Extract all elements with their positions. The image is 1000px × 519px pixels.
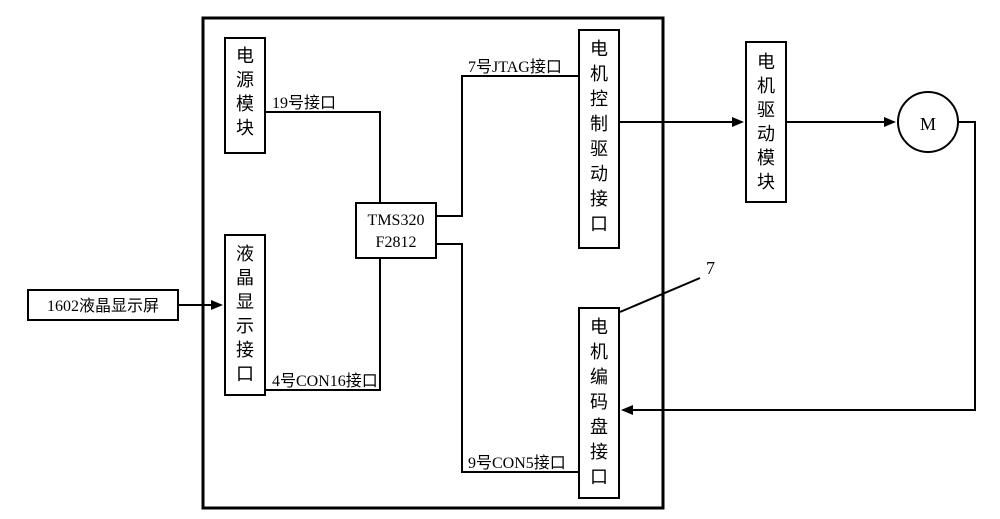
svg-text:电: 电 (757, 52, 775, 72)
motor-circle-label: M (920, 114, 936, 134)
svg-text:机: 机 (590, 64, 608, 84)
svg-text:模: 模 (757, 148, 775, 168)
seven-label: 7 (706, 258, 715, 278)
svg-text:码: 码 (590, 392, 608, 412)
svg-text:电: 电 (590, 317, 608, 337)
svg-text:机: 机 (757, 76, 775, 96)
edge-mcu-to-motorenc (436, 244, 579, 472)
svg-text:块: 块 (757, 172, 775, 192)
svg-text:制: 制 (590, 114, 608, 134)
lcd-screen-label: 1602液晶显示屏 (47, 297, 159, 315)
svg-text:液: 液 (236, 244, 254, 264)
svg-text:机: 机 (590, 342, 608, 362)
seven-pointer (620, 278, 700, 312)
svg-text:模: 模 (236, 94, 254, 114)
svg-text:动: 动 (757, 124, 775, 144)
svg-text:接: 接 (590, 442, 608, 462)
svg-text:编: 编 (590, 367, 608, 387)
port-19-label: 19号接口 (272, 94, 336, 112)
svg-text:接: 接 (590, 189, 608, 209)
edge-motor-feedback (623, 122, 975, 410)
edge-lcdif-to-mcu (265, 258, 380, 390)
port-7-label: 7号JTAG接口 (468, 58, 562, 76)
svg-text:晶: 晶 (236, 268, 254, 288)
edge-mcu-to-motorctrl (436, 76, 579, 216)
edge-power-to-mcu (265, 112, 380, 203)
svg-text:显: 显 (236, 292, 254, 312)
mcu-line2: F2812 (376, 234, 417, 251)
svg-text:电: 电 (590, 39, 608, 59)
svg-text:块: 块 (236, 118, 254, 138)
port-4-label: 4号CON16接口 (272, 372, 378, 390)
svg-text:源: 源 (236, 70, 254, 90)
svg-text:示: 示 (236, 316, 254, 336)
svg-text:口: 口 (590, 214, 608, 234)
port-9-label: 9号CON5接口 (468, 454, 566, 472)
svg-text:接: 接 (236, 340, 254, 360)
svg-text:控: 控 (590, 89, 608, 109)
svg-text:口: 口 (590, 467, 608, 487)
svg-text:驱: 驱 (757, 100, 775, 120)
svg-text:动: 动 (590, 164, 608, 184)
svg-text:口: 口 (236, 364, 254, 384)
mcu-line1: TMS320 (368, 212, 425, 229)
svg-text:电: 电 (236, 46, 254, 66)
svg-text:驱: 驱 (590, 139, 608, 159)
motor-enc-if-label: 电 机 编 码 盘 接 口 (590, 317, 608, 487)
svg-text:盘: 盘 (590, 417, 608, 437)
